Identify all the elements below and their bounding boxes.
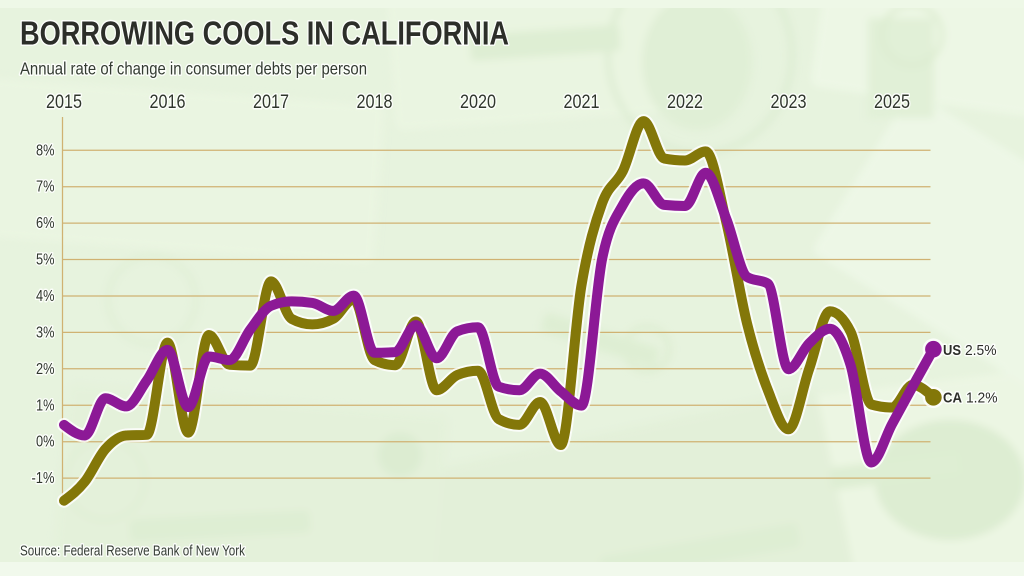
- svg-text:2021: 2021: [564, 92, 600, 113]
- svg-text:2.5%: 2.5%: [965, 342, 997, 359]
- svg-text:8%: 8%: [36, 142, 55, 159]
- svg-text:2018: 2018: [357, 92, 393, 113]
- svg-text:Source: Federal Reserve Bank o: Source: Federal Reserve Bank of New York: [20, 543, 245, 560]
- svg-text:7%: 7%: [36, 179, 55, 196]
- svg-text:2025: 2025: [874, 92, 910, 113]
- svg-text:CA: CA: [943, 390, 962, 407]
- svg-text:2022: 2022: [667, 92, 703, 113]
- svg-text:5%: 5%: [36, 252, 55, 269]
- svg-text:-1%: -1%: [32, 470, 55, 487]
- svg-text:3%: 3%: [36, 324, 55, 341]
- svg-text:BORROWING COOLS IN CALIFORNIA: BORROWING COOLS IN CALIFORNIA: [20, 15, 509, 52]
- svg-text:Annual rate of change in consu: Annual rate of change in consumer debts …: [20, 59, 367, 79]
- svg-text:6%: 6%: [36, 215, 55, 232]
- svg-text:1%: 1%: [36, 397, 55, 414]
- svg-text:US: US: [943, 342, 961, 359]
- svg-text:2%: 2%: [36, 361, 55, 378]
- svg-text:0%: 0%: [36, 434, 55, 451]
- svg-text:1.2%: 1.2%: [966, 390, 998, 407]
- svg-text:2023: 2023: [771, 92, 807, 113]
- svg-text:2017: 2017: [253, 92, 289, 113]
- svg-text:2020: 2020: [460, 92, 496, 113]
- svg-text:2015: 2015: [46, 92, 82, 113]
- svg-text:4%: 4%: [36, 288, 55, 305]
- svg-text:2016: 2016: [150, 92, 186, 113]
